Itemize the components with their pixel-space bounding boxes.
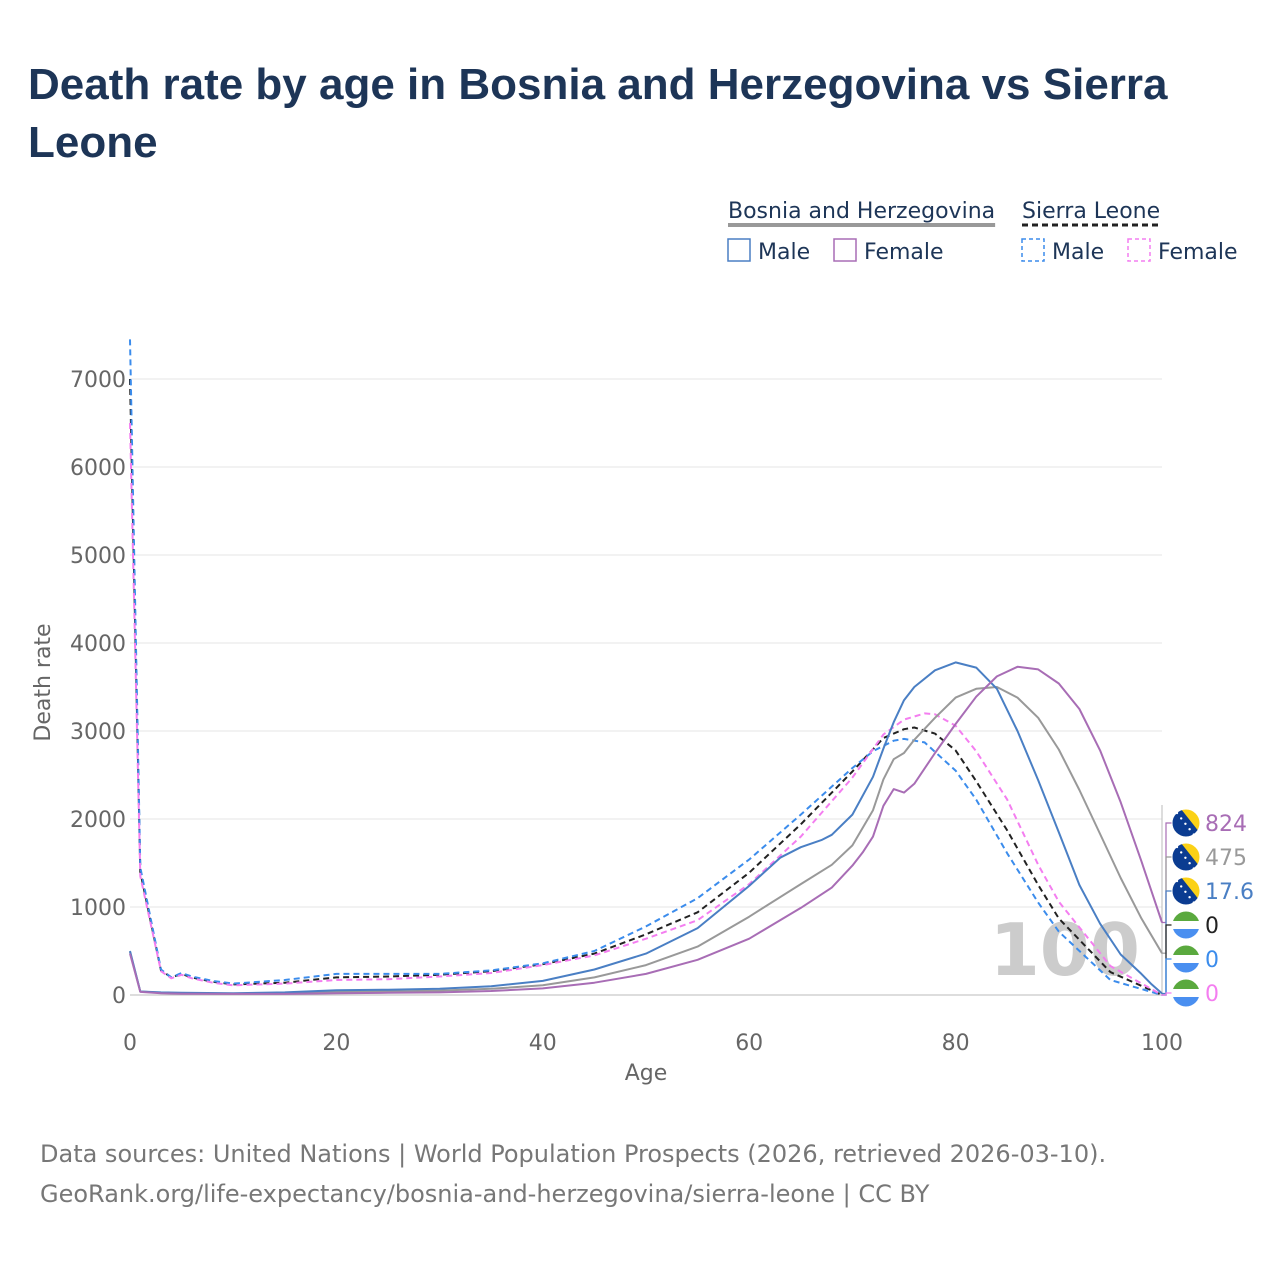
y-tick-label: 7000 [70,368,126,393]
x-tick-label: 100 [1141,1031,1183,1056]
sierra-leone-flag-icon [1171,944,1201,974]
y-tick-label: 6000 [70,456,126,481]
legend-swatch [1127,238,1151,262]
end-label-value: 824 [1205,812,1247,837]
end-label-connector [1162,890,1172,995]
data-source-note: Data sources: United Nations | World Pop… [40,1140,1107,1168]
axes: 0 20 40 60 80 100 Age Death rate [31,623,1183,1086]
series-line-sle_male [129,339,1163,996]
year-watermark: 100 [990,908,1140,992]
end-label-value: 475 [1205,846,1247,871]
end-label-bih_total: 475 [1162,842,1247,954]
end-label-value: 0 [1205,914,1219,939]
y-tick-label: 3000 [70,720,126,745]
legend-entry-label: Female [864,240,944,265]
chart-title: Death rate by age in Bosnia and Herzegov… [28,60,1168,167]
y-tick-label: 1000 [70,896,126,921]
x-tick-label: 80 [942,1031,970,1056]
source-link[interactable]: GeoRank.org/life-expectancy/bosnia-and-h… [40,1180,930,1208]
legend-group-sierra-leone: Sierra Leone Male Female [1021,199,1238,265]
legend-group-bosnia: Bosnia and Herzegovina Male Female [727,199,996,265]
end-label-sle_male: 0 [1162,944,1219,996]
series-line-bih_female [129,665,1163,995]
end-label-value: 0 [1205,948,1219,973]
x-axis-title: Age [625,1061,668,1086]
x-tick-label: 60 [735,1031,763,1056]
gridlines: 0 1000 2000 3000 4000 5000 6000 7000 [70,368,1162,1009]
x-tick-label: 40 [529,1031,557,1056]
bosnia-flag-icon [1171,876,1201,906]
end-label-sle_total: 0 [1162,910,1219,996]
y-axis-title: Death rate [31,623,56,741]
series-lines [129,339,1163,996]
sierra-leone-flag-icon [1171,978,1201,1008]
end-label-value: 0 [1205,982,1219,1007]
bosnia-flag-icon [1171,842,1201,872]
legend-swatch [727,238,751,262]
end-label-bih_male: 17.6 [1162,876,1254,995]
series-line-bih_male [129,661,1163,995]
legend-swatch [1021,238,1045,262]
end-label-connector [1162,822,1172,924]
bosnia-flag-icon [1171,808,1201,838]
y-tick-label: 2000 [70,808,126,833]
legend-entry-female: Female [1127,238,1238,265]
legend-entry-female: Female [833,238,944,265]
legend-group-title: Bosnia and Herzegovina [728,199,995,224]
end-labels: 824 475 17.6 0 0 0 [1162,808,1254,1008]
end-label-connector [1162,958,1172,996]
end-label-value: 17.6 [1205,880,1254,905]
end-label-connector [1162,856,1172,954]
series-line-sle_female [129,422,1163,996]
x-tick-label: 0 [123,1031,137,1056]
legend-entry-label: Male [1052,240,1104,265]
legend-swatch [833,238,857,262]
end-label-connector [1162,924,1172,996]
legend-entry-label: Male [758,240,810,265]
end-label-sle_female: 0 [1162,978,1219,1008]
legend-group-title: Sierra Leone [1022,199,1160,224]
y-tick-label: 4000 [70,632,126,657]
y-tick-label: 0 [112,984,126,1009]
series-line-bih_total [129,686,1163,995]
legend-entry-label: Female [1158,240,1238,265]
series-line-sle_total [129,378,1163,996]
end-label-connector [1162,992,1172,996]
sierra-leone-flag-icon [1171,910,1201,940]
legend-entry-male: Male [727,238,810,265]
y-tick-label: 5000 [70,544,126,569]
x-tick-label: 20 [322,1031,350,1056]
legend-entry-male: Male [1021,238,1104,265]
